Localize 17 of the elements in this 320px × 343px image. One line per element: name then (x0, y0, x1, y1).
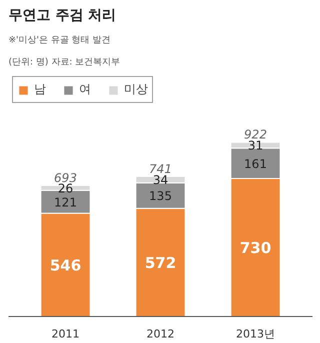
data-label: 546 (50, 256, 82, 274)
text: (단위: 명) 자료: 보건복지부 (8, 58, 120, 68)
data-label: 730 (240, 239, 272, 258)
x-tick-label: 2013년 (236, 328, 276, 340)
legend-label: 여 (79, 81, 92, 98)
total-label: 741 (149, 162, 172, 176)
legend-label: 남 (34, 81, 47, 98)
data-label: 572 (144, 254, 176, 272)
legend-label: 미상 (124, 81, 148, 98)
x-tick-label: 2011 (52, 328, 80, 340)
data-label: 121 (54, 195, 77, 210)
chart-subtitle: ※'미상'은 유골 형태 발견 (8, 36, 111, 46)
data-label: 161 (244, 156, 267, 171)
data-label: 34 (152, 173, 168, 188)
data-label: 135 (149, 189, 172, 204)
x-tick-label: 2012 (146, 328, 175, 340)
chart-title: 무연고 주검 처리 (8, 8, 116, 24)
